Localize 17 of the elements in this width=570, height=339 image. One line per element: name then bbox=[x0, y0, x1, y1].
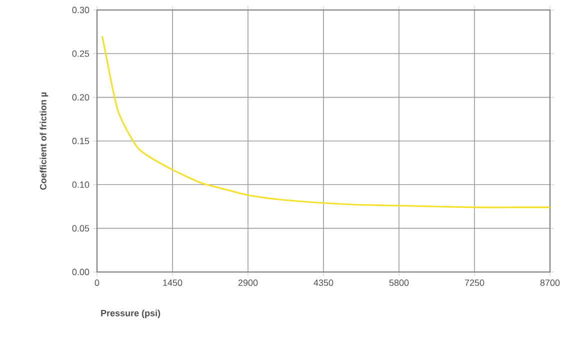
x-tick-label: 0 bbox=[94, 280, 100, 286]
line-series bbox=[101, 35, 550, 208]
x-tick-label: 4350 bbox=[314, 280, 334, 286]
y-tick-label: 0.15 bbox=[72, 138, 90, 144]
y-tick-label: 0.10 bbox=[72, 181, 90, 188]
y-tick-label: 0.30 bbox=[72, 6, 90, 14]
x-tick-label: 2900 bbox=[238, 280, 258, 286]
x-tick-label: 5800 bbox=[389, 280, 409, 286]
y-tick-label: 0.20 bbox=[72, 94, 90, 101]
y-axis-title: Coefficient of friction µ bbox=[40, 92, 48, 190]
x-tick-label: 7250 bbox=[464, 280, 484, 286]
x-tick-label: 8700 bbox=[540, 280, 560, 286]
y-tick-label: 0.25 bbox=[72, 50, 90, 57]
x-axis-title: Pressure (psi) bbox=[101, 310, 160, 318]
y-tick-label: 0.00 bbox=[72, 268, 90, 276]
y-tick-label: 0.05 bbox=[72, 225, 90, 232]
x-tick-label: 1450 bbox=[163, 280, 182, 286]
